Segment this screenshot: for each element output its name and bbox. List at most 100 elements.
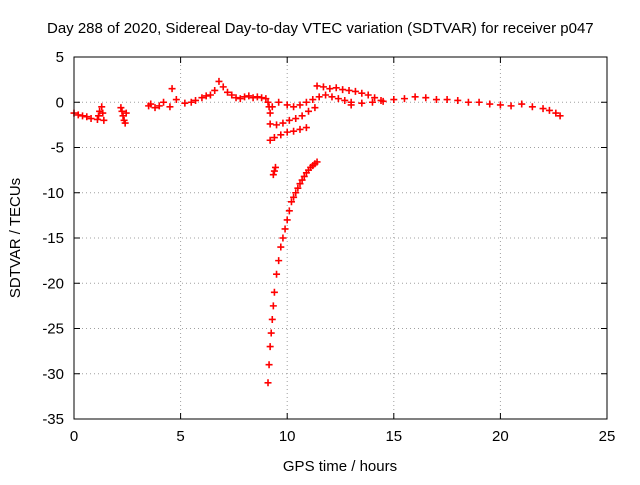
data-point — [292, 189, 300, 197]
x-tick-label: 25 — [599, 428, 616, 445]
data-point — [290, 103, 298, 111]
axis-ticks: 0 5 10 15 20 25 5 0 -5 -10 -15 -20 -25 -30 -35 — [42, 49, 615, 445]
y-tick-label: -5 — [51, 140, 64, 157]
data-point — [302, 124, 310, 132]
data-point — [269, 302, 277, 310]
data-point — [283, 101, 291, 109]
data-point — [275, 98, 283, 106]
data-point — [268, 315, 276, 323]
data-point — [268, 103, 276, 111]
data-point — [486, 100, 494, 108]
data-point — [249, 94, 257, 102]
data-point — [285, 207, 293, 215]
data-point — [400, 95, 408, 103]
data-point — [334, 95, 342, 103]
data-point — [74, 111, 82, 119]
data-point — [236, 95, 244, 103]
y-tick-label: -35 — [42, 411, 64, 428]
data-point — [215, 77, 223, 85]
data-point — [83, 113, 91, 121]
data-points — [70, 77, 564, 387]
data-point — [379, 97, 387, 105]
data-point — [266, 109, 274, 117]
data-point — [279, 234, 287, 242]
data-point — [245, 92, 253, 100]
x-tick-label: 0 — [70, 428, 78, 445]
data-point — [224, 88, 232, 96]
data-point — [271, 163, 279, 171]
data-point — [262, 95, 270, 103]
data-point — [273, 121, 281, 129]
data-point — [270, 167, 278, 175]
data-point — [507, 102, 515, 110]
data-point — [277, 243, 285, 251]
data-point — [206, 91, 214, 99]
data-point — [294, 184, 302, 192]
data-point — [172, 96, 180, 104]
data-point — [302, 98, 310, 106]
data-point — [98, 103, 106, 111]
data-point — [341, 96, 349, 104]
y-tick-label: -20 — [42, 275, 64, 292]
data-point — [198, 94, 206, 102]
data-point — [311, 104, 319, 112]
data-point — [93, 115, 101, 123]
data-point — [368, 98, 376, 106]
data-point — [265, 361, 273, 369]
data-point — [292, 115, 300, 123]
data-point — [192, 96, 200, 104]
data-point — [258, 94, 266, 102]
data-point — [322, 91, 330, 99]
data-point — [496, 101, 504, 109]
data-point — [305, 107, 313, 115]
data-point — [279, 119, 287, 127]
data-point — [518, 100, 526, 108]
data-point — [364, 91, 372, 99]
data-point — [95, 112, 103, 120]
data-point — [347, 101, 355, 109]
x-tick-label: 10 — [279, 428, 296, 445]
data-point — [99, 109, 107, 117]
data-point — [332, 84, 340, 92]
data-point — [281, 225, 289, 233]
data-point — [315, 93, 323, 101]
data-point — [287, 198, 295, 206]
y-tick-label: -10 — [42, 185, 64, 202]
data-point — [117, 104, 125, 112]
y-tick-label: 0 — [56, 94, 64, 111]
data-point — [296, 101, 304, 109]
data-point — [270, 134, 278, 142]
data-point — [118, 107, 126, 115]
data-point — [300, 172, 308, 180]
data-point — [351, 87, 359, 95]
data-point — [211, 86, 219, 94]
data-point — [202, 92, 210, 100]
data-point — [328, 93, 336, 101]
data-point — [358, 99, 366, 107]
data-point — [339, 86, 347, 94]
y-axis-label: SDTVAR / TECUs — [7, 178, 24, 298]
data-point — [273, 270, 281, 278]
data-point — [79, 112, 87, 120]
data-point — [411, 93, 419, 101]
data-point — [290, 127, 298, 135]
data-point — [269, 171, 277, 179]
data-point — [267, 329, 275, 337]
x-axis-label: GPS time / hours — [283, 458, 397, 475]
x-tick-label: 5 — [176, 428, 184, 445]
data-point — [556, 112, 564, 120]
plot-frame — [73, 56, 608, 420]
data-point — [266, 136, 274, 144]
data-point — [266, 343, 274, 351]
data-point — [464, 98, 472, 106]
data-point — [147, 100, 155, 108]
data-point — [228, 91, 236, 99]
data-point — [219, 83, 227, 91]
data-point — [326, 85, 334, 93]
data-point — [241, 93, 249, 101]
data-point — [358, 89, 366, 97]
data-point — [283, 216, 291, 224]
data-point — [285, 116, 293, 124]
data-point — [283, 128, 291, 136]
y-tick-label: -25 — [42, 321, 64, 338]
